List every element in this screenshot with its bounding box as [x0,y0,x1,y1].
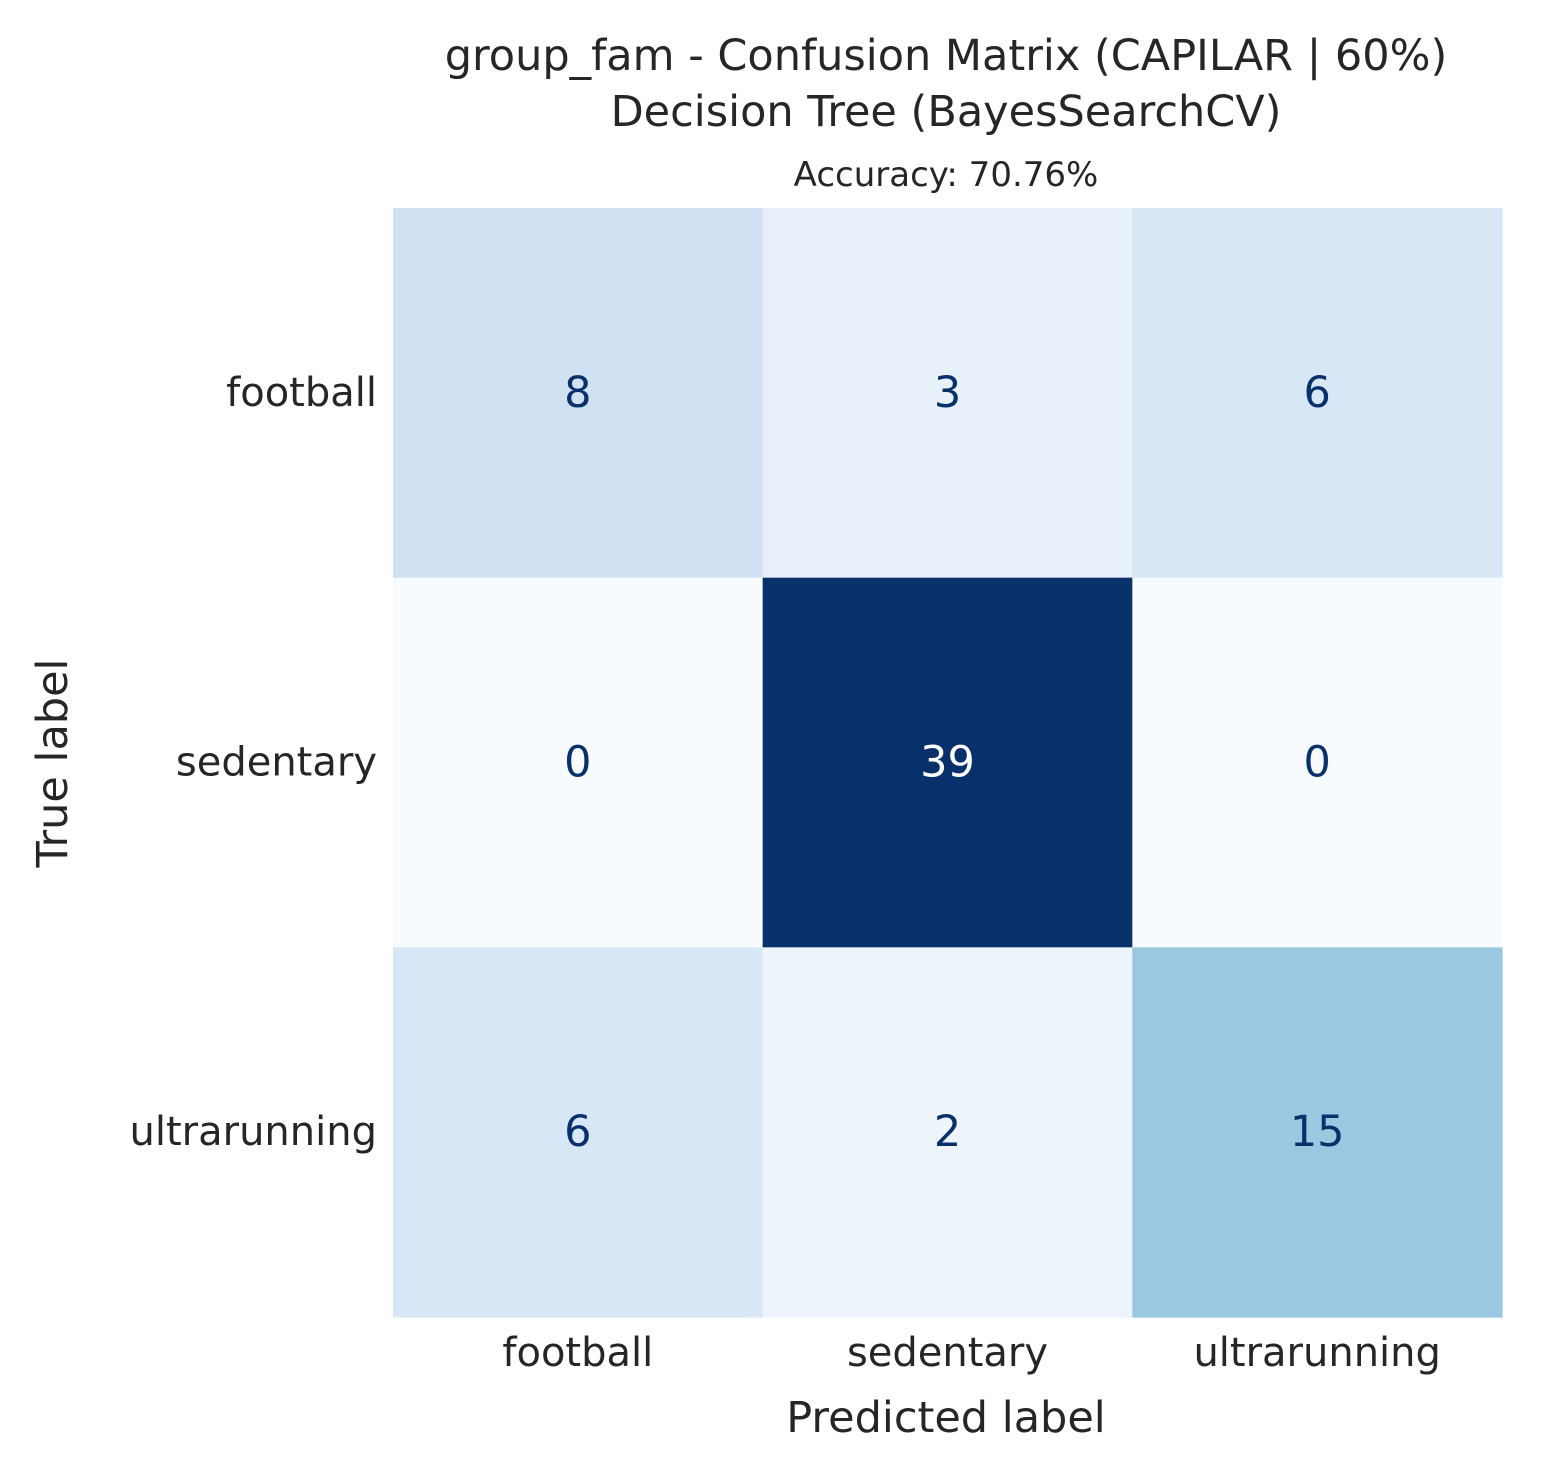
y-tick-labels: football sedentary ultrarunning [130,370,377,1155]
y-tick-label: ultrarunning [130,1109,377,1155]
heatmap-cell [1132,208,1503,579]
cell-value-label: 3 [934,368,961,418]
accuracy-label: Accuracy: 70.76% [794,155,1099,195]
chart-subtitle: Decision Tree (BayesSearchCV) [611,87,1282,137]
y-tick-label: sedentary [176,740,377,786]
cell-value-label: 39 [920,738,975,788]
cell-value-label: 2 [934,1107,961,1157]
cell-value-label: 0 [1304,738,1331,788]
heatmap-cells [393,208,1503,1318]
cell-value-label: 8 [564,368,591,418]
cell-value-label: 6 [564,1107,591,1157]
heatmap-cell [1132,577,1503,948]
heatmap-cell-labels: 8 3 6 0 39 0 6 2 15 [564,368,1344,1157]
x-tick-labels: football sedentary ultrarunning [502,1330,1440,1376]
heatmap-cell [762,577,1133,948]
chart-title: group_fam - Confusion Matrix (CAPILAR | … [445,31,1447,81]
x-tick-label: football [502,1330,653,1376]
heatmap-cell [393,947,764,1318]
heatmap-cell [762,947,1133,1318]
x-tick-label: ultrarunning [1193,1330,1440,1376]
heatmap-cell [393,208,764,579]
y-axis-label: True label [28,659,78,869]
cell-value-label: 6 [1304,368,1331,418]
heatmap-cell [1132,947,1503,1318]
heatmap-cell [762,208,1133,579]
cell-value-label: 15 [1290,1107,1345,1157]
cell-value-label: 0 [564,738,591,788]
heatmap-cell [393,577,764,948]
x-tick-label: sedentary [847,1330,1048,1376]
y-tick-label: football [226,370,377,416]
x-axis-label: Predicted label [786,1393,1106,1443]
